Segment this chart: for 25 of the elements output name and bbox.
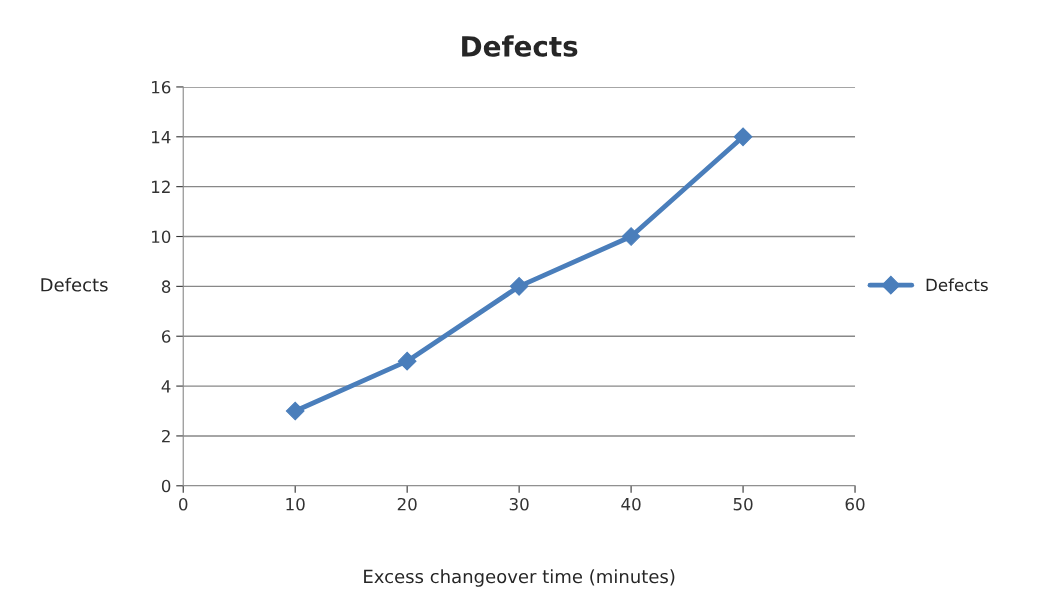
x-tick-label: 40: [621, 497, 641, 511]
y-tick-label: 10: [152, 230, 171, 244]
x-tick-label: 20: [397, 497, 417, 511]
x-axis-title: Excess changeover time (minutes): [364, 569, 675, 587]
x-tick-label: 0: [179, 497, 188, 511]
y-tick-label: 2: [162, 429, 170, 443]
x-tick-label: 30: [509, 497, 529, 511]
point: [397, 351, 417, 371]
x-tick-label: 50: [733, 497, 753, 511]
legend-label: Defects: [926, 278, 988, 292]
point: [621, 227, 641, 246]
x-tick-label: 10: [286, 497, 305, 511]
y-axis-title: Defects: [41, 277, 108, 292]
y-tick-label: 8: [161, 280, 171, 293]
point: [285, 401, 305, 421]
chart-title: Defects: [462, 35, 578, 57]
y-tick-label: 16: [152, 80, 171, 94]
point: [733, 127, 753, 147]
y-tick-label: 12: [152, 180, 170, 193]
x-tick-label: 60: [845, 497, 865, 511]
point: [509, 277, 529, 296]
y-tick-label: 0: [161, 479, 171, 493]
y-tick-label: 14: [152, 130, 171, 144]
y-tick-label: 4: [161, 380, 171, 393]
y-tick-label: 6: [161, 330, 171, 343]
